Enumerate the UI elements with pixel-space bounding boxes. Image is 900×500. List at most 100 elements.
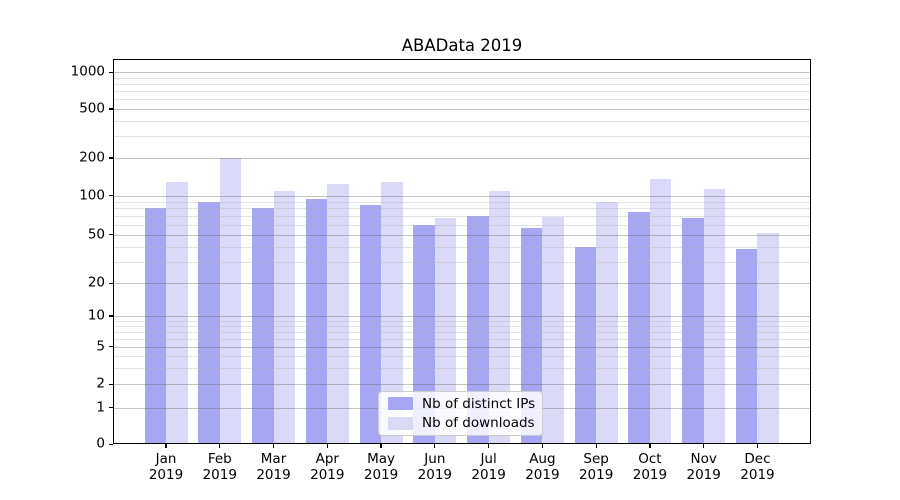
- y-tick-label: 1: [96, 398, 105, 415]
- y-tick-label: 500: [79, 100, 105, 117]
- y-tick-mark: [109, 407, 113, 409]
- bar-distinct-ips-may: [359, 204, 382, 445]
- major-gridline: [113, 158, 811, 160]
- bar-distinct-ips-jun: [413, 224, 435, 445]
- legend-swatch-distinct-ips: [388, 397, 413, 411]
- legend: Nb of distinct IPs Nb of downloads: [378, 391, 543, 436]
- y-tick-mark: [109, 443, 113, 445]
- major-gridline: [113, 109, 811, 111]
- major-gridline: [113, 346, 811, 348]
- legend-label: Nb of distinct IPs: [422, 395, 536, 412]
- minor-gridline: [113, 215, 811, 217]
- bar-downloads-sep: [596, 201, 618, 445]
- legend-label: Nb of downloads: [422, 415, 535, 431]
- x-tick-mark: [219, 444, 221, 449]
- x-tick-label-aug: Aug 2019: [525, 451, 560, 484]
- minor-gridline: [113, 84, 811, 86]
- minor-gridline: [113, 338, 811, 340]
- bar-distinct-ips-feb: [198, 201, 220, 445]
- bar-distinct-ips-mar: [252, 208, 274, 445]
- x-tick-mark: [756, 444, 759, 449]
- minor-gridline: [113, 325, 811, 327]
- bar-downloads-may: [381, 181, 403, 445]
- minor-gridline: [113, 261, 811, 263]
- grid-layer: [113, 59, 811, 444]
- bars-layer: [113, 59, 811, 445]
- bar-distinct-ips-sep: [574, 246, 597, 445]
- minor-gridline: [113, 120, 811, 122]
- y-tick-label: 1000: [70, 63, 105, 80]
- x-tick-label-jul: Jul 2019: [471, 451, 506, 484]
- bar-distinct-ips-jul: [467, 215, 489, 445]
- bar-downloads-jun: [434, 217, 457, 445]
- y-tick-label: 50: [87, 226, 105, 243]
- y-tick-mark: [109, 346, 113, 348]
- x-tick-mark: [703, 444, 705, 449]
- legend-item: Nb of downloads: [388, 415, 535, 431]
- minor-gridline: [113, 136, 811, 138]
- minor-gridline: [113, 201, 811, 203]
- minor-gridline: [113, 320, 811, 322]
- y-tick-label: 10: [87, 307, 105, 324]
- x-tick-label-mar: Mar 2019: [256, 451, 291, 484]
- minor-gridline: [113, 224, 811, 226]
- x-tick-label-apr: Apr 2019: [310, 451, 345, 484]
- x-tick-mark: [326, 444, 328, 449]
- x-tick-label-jun: Jun 2019: [417, 451, 453, 484]
- minor-gridline: [113, 367, 811, 369]
- minor-gridline: [113, 77, 811, 79]
- x-tick-mark: [434, 444, 436, 449]
- plot-area: [113, 59, 811, 445]
- bar-downloads-apr: [327, 183, 349, 445]
- bar-downloads-nov: [703, 189, 726, 445]
- y-tick-mark: [109, 71, 113, 73]
- y-tick-label: 100: [79, 187, 105, 204]
- legend-swatch-downloads: [388, 416, 413, 430]
- x-tick-mark: [272, 444, 275, 449]
- bar-distinct-ips-oct: [628, 212, 650, 445]
- y-tick-label: 2: [96, 375, 105, 392]
- bar-distinct-ips-aug: [520, 228, 543, 445]
- bar-downloads-jan: [166, 181, 188, 445]
- bar-distinct-ips-apr: [305, 198, 328, 445]
- minor-gridline: [113, 91, 811, 93]
- y-tick-label: 0: [96, 435, 105, 452]
- y-tick-mark: [109, 157, 113, 159]
- chart-title: ABAData 2019: [401, 36, 523, 55]
- y-tick-mark: [109, 195, 113, 197]
- x-tick-label-dec: Dec 2019: [740, 451, 775, 484]
- x-tick-mark: [595, 444, 597, 449]
- bar-downloads-aug: [542, 216, 564, 445]
- major-gridline: [113, 72, 811, 74]
- bar-downloads-feb: [219, 158, 242, 445]
- major-gridline: [113, 315, 811, 317]
- x-tick-label-may: May 2019: [363, 451, 399, 484]
- y-tick-label: 5: [96, 337, 105, 354]
- bar-distinct-ips-nov: [682, 218, 704, 445]
- x-tick-mark: [380, 444, 382, 449]
- y-tick-mark: [109, 315, 113, 317]
- minor-gridline: [113, 208, 811, 210]
- x-tick-label-oct: Oct 2019: [632, 451, 668, 484]
- bar-downloads-dec: [757, 232, 779, 445]
- y-tick-mark: [109, 108, 113, 110]
- bar-downloads-jul: [488, 190, 511, 445]
- minor-gridline: [113, 331, 811, 333]
- x-tick-label-jan: Jan 2019: [148, 451, 184, 484]
- bar-downloads-mar: [273, 190, 296, 445]
- y-tick-mark: [109, 383, 113, 385]
- y-tick-mark: [109, 234, 113, 236]
- x-tick-mark: [165, 444, 167, 449]
- bar-distinct-ips-dec: [735, 249, 758, 445]
- x-tick-mark: [541, 444, 543, 449]
- bar-downloads-oct: [649, 179, 672, 445]
- x-tick-label-sep: Sep 2019: [578, 451, 614, 484]
- x-tick-label-feb: Feb 2019: [202, 451, 237, 484]
- x-tick-mark: [488, 444, 490, 449]
- major-gridline: [113, 195, 811, 197]
- major-gridline: [113, 384, 811, 386]
- y-tick-label: 20: [87, 274, 105, 291]
- minor-gridline: [113, 99, 811, 101]
